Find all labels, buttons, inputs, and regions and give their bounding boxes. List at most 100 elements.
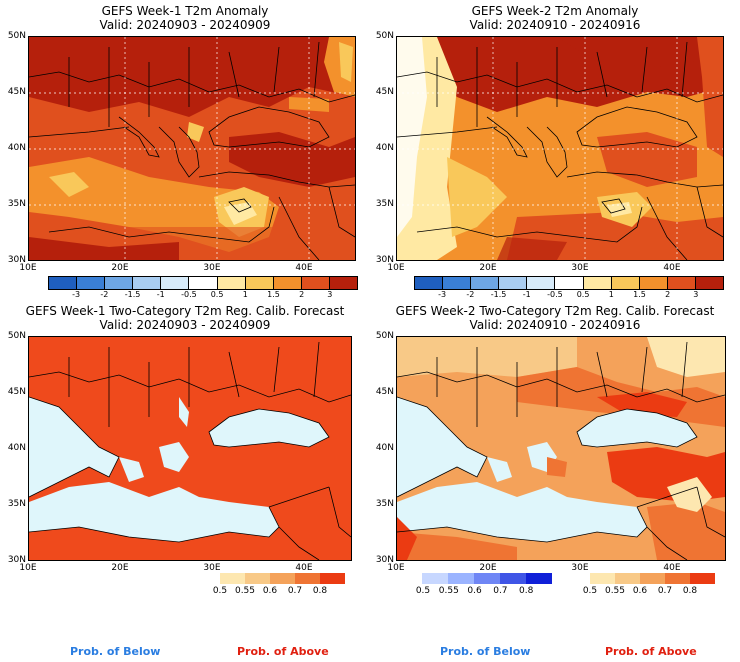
panel-week2-probability: GEFS Week-2 Two-Category T2m Reg. Calib.… — [370, 300, 740, 600]
prob-above-colorbar-labels: 0.5 0.55 0.6 0.7 0.8 — [575, 586, 715, 598]
colorbar-swatch — [301, 277, 330, 289]
colorbar-swatch — [422, 573, 448, 584]
colorbar-swatch — [639, 277, 668, 289]
colorbar-swatch — [615, 573, 640, 584]
colorbar-tick-label: 0.55 — [438, 586, 459, 596]
lon-label: 40E — [295, 263, 313, 273]
colorbar-swatch — [77, 277, 106, 289]
prob-below-colorbar-labels: 0.5 0.55 0.6 0.7 0.8 — [408, 586, 552, 598]
lon-label: 40E — [295, 563, 313, 573]
colorbar-swatch — [499, 277, 528, 289]
colorbar-tick-label: 0.5 — [582, 586, 598, 596]
colorbar-tick-label: 0.8 — [312, 586, 328, 596]
lat-label: 35N — [375, 499, 394, 509]
colorbar-tick-label: 3 — [327, 290, 333, 299]
colorbar-swatch — [695, 277, 724, 289]
colorbar-tick-label: -1.5 — [124, 290, 141, 299]
lat-label: 35N — [7, 499, 26, 509]
colorbar-tick-label: 1.5 — [267, 290, 280, 299]
colorbar-tick-label: -0.5 — [181, 290, 197, 299]
colorbar-tick-label: 0.7 — [287, 586, 303, 596]
lat-label: 40N — [7, 443, 26, 453]
colorbar-swatch — [471, 277, 500, 289]
panel-valid-dates: Valid: 20240903 - 20240909 — [99, 18, 271, 32]
anomaly-map-week2 — [396, 36, 724, 261]
prob-below-caption: Prob. of Below — [440, 645, 531, 658]
colorbar-swatch — [555, 277, 584, 289]
colorbar-swatch — [245, 573, 270, 584]
colorbar-tick-label: -0.5 — [547, 290, 563, 299]
colorbar-tick-label: -2 — [466, 290, 475, 299]
prob-above-colorbar — [590, 573, 715, 584]
lon-label: 30E — [203, 563, 221, 573]
colorbar-swatch — [273, 277, 302, 289]
colorbar-tick-label: 3 — [693, 290, 699, 299]
colorbar-swatch — [105, 277, 134, 289]
lon-label: 30E — [571, 263, 589, 273]
lat-label: 40N — [375, 443, 394, 453]
lon-label: 10E — [387, 263, 405, 273]
lon-label: 20E — [111, 563, 129, 573]
colorbar-swatch — [667, 277, 696, 289]
colorbar-swatch — [329, 277, 358, 289]
colorbar-swatch — [527, 277, 556, 289]
colorbar-swatch — [49, 277, 78, 289]
panel-title: GEFS Week-1 T2m Anomaly — [101, 4, 269, 18]
probability-map-week1 — [28, 336, 352, 561]
colorbar-swatch — [245, 277, 274, 289]
anomaly-colorbar — [48, 276, 358, 290]
panel-week2-anomaly: GEFS Week-2 T2m Anomaly Valid: 20240910 … — [370, 0, 740, 300]
lat-label: 40N — [7, 143, 26, 153]
colorbar-tick-label: 0.8 — [682, 586, 698, 596]
anomaly-map-week1 — [28, 36, 356, 261]
lat-label: 35N — [7, 199, 26, 209]
colorbar-swatch — [189, 277, 218, 289]
colorbar-swatch — [133, 277, 162, 289]
colorbar-tick-label: 0.7 — [657, 586, 673, 596]
colorbar-tick-label: 1 — [608, 290, 614, 299]
lon-label: 10E — [19, 563, 37, 573]
lon-label: 30E — [571, 563, 589, 573]
colorbar-tick-label: -1 — [156, 290, 165, 299]
lon-label: 20E — [479, 263, 497, 273]
panel-week1-anomaly: GEFS Week-1 T2m Anomaly Valid: 20240903 … — [0, 0, 370, 300]
colorbar-tick-label: 1.5 — [633, 290, 646, 299]
colorbar-swatch — [526, 573, 552, 584]
colorbar-swatch — [583, 277, 612, 289]
colorbar-swatch — [500, 573, 526, 584]
colorbar-tick-label: 2 — [299, 290, 305, 299]
colorbar-swatch — [590, 573, 615, 584]
colorbar-tick-label: -3 — [438, 290, 447, 299]
colorbar-swatch — [640, 573, 665, 584]
colorbar-swatch — [295, 573, 320, 584]
panel-valid-dates: Valid: 20240910 - 20240916 — [469, 318, 641, 332]
colorbar-tick-label: 0.7 — [493, 586, 508, 596]
colorbar-tick-label: -1.5 — [490, 290, 507, 299]
colorbar-tick-label: 0.5 — [576, 290, 590, 299]
colorbar-swatch — [270, 573, 295, 584]
colorbar-tick-label: 0.5 — [210, 290, 224, 299]
prob-above-colorbar-labels: 0.5 0.55 0.6 0.7 0.8 — [205, 586, 345, 598]
prob-below-colorbar — [422, 573, 552, 584]
anomaly-colorbar-labels: -3 -2 -1.5 -1 -0.5 0.5 1 1.5 2 3 — [48, 290, 358, 300]
lat-label: 50N — [7, 31, 26, 41]
lat-label: 50N — [7, 331, 26, 341]
lat-label: 30N — [375, 555, 394, 565]
colorbar-swatch — [161, 277, 190, 289]
colorbar-swatch — [217, 277, 246, 289]
colorbar-swatch — [220, 573, 245, 584]
lon-label: 20E — [111, 263, 129, 273]
colorbar-tick-label: -2 — [100, 290, 109, 299]
panel-title: GEFS Week-2 T2m Anomaly — [471, 4, 639, 18]
lat-label: 50N — [375, 331, 394, 341]
prob-above-caption: Prob. of Above — [605, 645, 697, 658]
lat-label: 45N — [375, 87, 394, 97]
colorbar-swatch — [665, 573, 690, 584]
lat-label: 45N — [7, 87, 26, 97]
colorbar-tick-label: 0.5 — [415, 586, 431, 596]
anomaly-colorbar — [414, 276, 724, 290]
colorbar-tick-label: 1 — [242, 290, 248, 299]
lat-label: 30N — [375, 255, 394, 265]
lat-label: 35N — [375, 199, 394, 209]
colorbar-tick-label: 0.5 — [212, 586, 228, 596]
